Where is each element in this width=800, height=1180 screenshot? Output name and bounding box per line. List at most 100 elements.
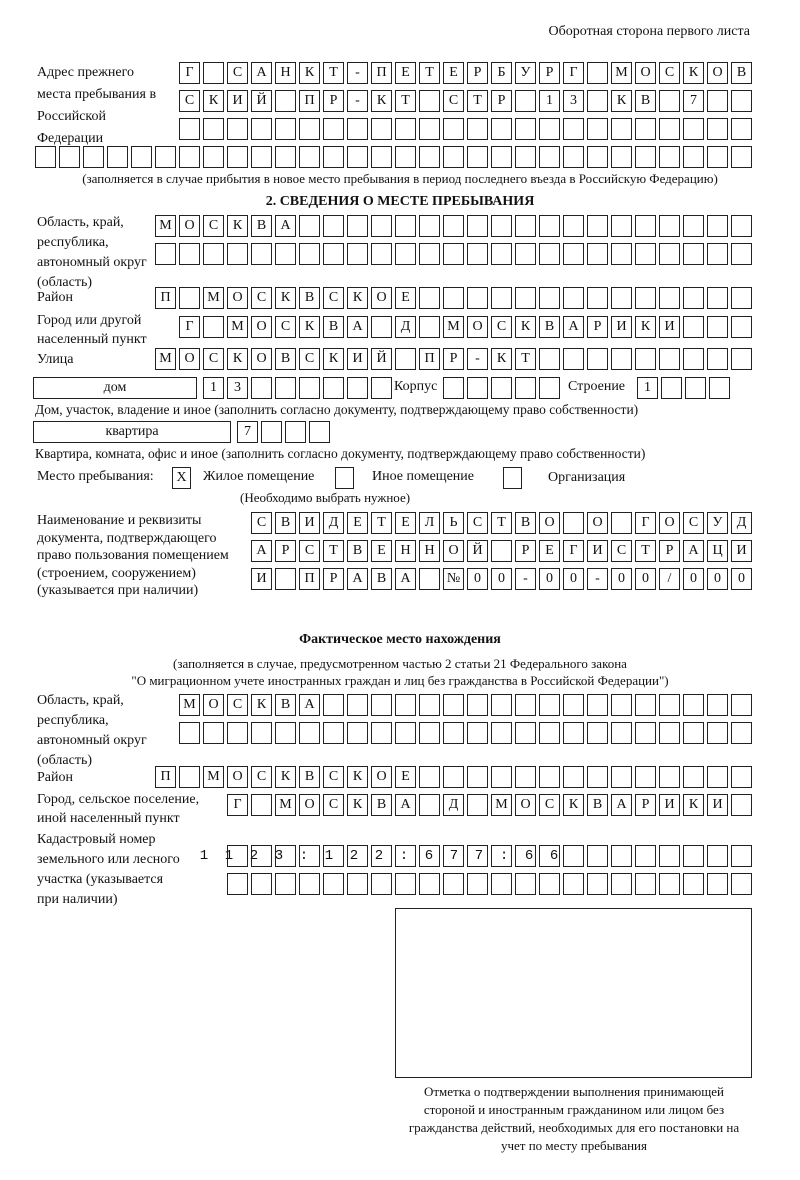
char-cell[interactable]: Р bbox=[323, 568, 344, 590]
char-cell[interactable]: 7 bbox=[237, 421, 258, 443]
char-cell[interactable]: И bbox=[251, 568, 272, 590]
char-cell[interactable]: О bbox=[371, 766, 392, 788]
char-cell[interactable] bbox=[347, 118, 368, 140]
char-cell[interactable]: К bbox=[203, 90, 224, 112]
char-cell[interactable] bbox=[467, 146, 488, 168]
char-cell[interactable] bbox=[563, 722, 584, 744]
cadastral-row-2[interactable] bbox=[227, 873, 752, 895]
char-cell[interactable] bbox=[611, 215, 632, 237]
char-cell[interactable]: 3 bbox=[227, 377, 248, 399]
char-cell[interactable]: П bbox=[155, 287, 176, 309]
char-cell[interactable] bbox=[491, 287, 512, 309]
char-cell[interactable] bbox=[731, 287, 752, 309]
char-cell[interactable] bbox=[467, 845, 488, 867]
char-cell[interactable]: П bbox=[371, 62, 392, 84]
apt-cells[interactable]: 7 bbox=[237, 421, 330, 443]
char-cell[interactable] bbox=[419, 694, 440, 716]
char-cell[interactable]: А bbox=[251, 540, 272, 562]
char-cell[interactable] bbox=[635, 873, 656, 895]
char-cell[interactable] bbox=[419, 316, 440, 338]
char-cell[interactable]: Е bbox=[395, 766, 416, 788]
char-cell[interactable] bbox=[395, 243, 416, 265]
char-cell[interactable]: 0 bbox=[563, 568, 584, 590]
char-cell[interactable]: Р bbox=[515, 540, 536, 562]
char-cell[interactable]: М bbox=[203, 287, 224, 309]
char-cell[interactable] bbox=[707, 845, 728, 867]
char-cell[interactable]: 0 bbox=[635, 568, 656, 590]
char-cell[interactable] bbox=[155, 243, 176, 265]
char-cell[interactable] bbox=[323, 845, 344, 867]
char-cell[interactable] bbox=[443, 243, 464, 265]
char-cell[interactable] bbox=[635, 146, 656, 168]
char-cell[interactable] bbox=[611, 722, 632, 744]
char-cell[interactable] bbox=[515, 118, 536, 140]
char-cell[interactable]: Г bbox=[227, 794, 248, 816]
char-cell[interactable] bbox=[563, 512, 584, 534]
char-cell[interactable] bbox=[611, 694, 632, 716]
char-cell[interactable] bbox=[203, 722, 224, 744]
char-cell[interactable]: О bbox=[515, 794, 536, 816]
char-cell[interactable] bbox=[419, 568, 440, 590]
char-cell[interactable]: Е bbox=[395, 512, 416, 534]
char-cell[interactable]: О bbox=[539, 512, 560, 534]
char-cell[interactable] bbox=[467, 243, 488, 265]
char-cell[interactable] bbox=[707, 118, 728, 140]
char-cell[interactable] bbox=[275, 243, 296, 265]
char-cell[interactable] bbox=[611, 873, 632, 895]
char-cell[interactable]: К bbox=[611, 90, 632, 112]
char-cell[interactable] bbox=[587, 287, 608, 309]
char-cell[interactable]: В bbox=[371, 568, 392, 590]
char-cell[interactable] bbox=[395, 845, 416, 867]
char-cell[interactable]: К bbox=[299, 62, 320, 84]
prev-address-row-3[interactable] bbox=[179, 118, 752, 140]
char-cell[interactable]: С bbox=[299, 540, 320, 562]
char-cell[interactable]: Й bbox=[251, 90, 272, 112]
char-cell[interactable] bbox=[611, 287, 632, 309]
char-cell[interactable]: И bbox=[587, 540, 608, 562]
char-cell[interactable]: - bbox=[347, 90, 368, 112]
char-cell[interactable] bbox=[539, 722, 560, 744]
char-cell[interactable] bbox=[251, 722, 272, 744]
char-cell[interactable]: О bbox=[659, 512, 680, 534]
char-cell[interactable] bbox=[419, 794, 440, 816]
prev-address-row-4[interactable] bbox=[35, 146, 752, 168]
char-cell[interactable]: К bbox=[563, 794, 584, 816]
char-cell[interactable] bbox=[635, 722, 656, 744]
char-cell[interactable] bbox=[347, 215, 368, 237]
char-cell[interactable]: Б bbox=[491, 62, 512, 84]
char-cell[interactable] bbox=[659, 118, 680, 140]
char-cell[interactable]: С bbox=[323, 794, 344, 816]
char-cell[interactable] bbox=[587, 243, 608, 265]
char-cell[interactable] bbox=[707, 873, 728, 895]
char-cell[interactable]: К bbox=[515, 316, 536, 338]
char-cell[interactable]: С bbox=[227, 694, 248, 716]
actual-region-row-2[interactable] bbox=[179, 722, 752, 744]
char-cell[interactable] bbox=[659, 873, 680, 895]
char-cell[interactable] bbox=[515, 722, 536, 744]
char-cell[interactable] bbox=[635, 118, 656, 140]
char-cell[interactable]: К bbox=[275, 766, 296, 788]
char-cell[interactable]: И bbox=[611, 316, 632, 338]
char-cell[interactable]: С bbox=[251, 287, 272, 309]
char-cell[interactable] bbox=[299, 377, 320, 399]
char-cell[interactable] bbox=[395, 348, 416, 370]
char-cell[interactable] bbox=[347, 873, 368, 895]
char-cell[interactable]: М bbox=[491, 794, 512, 816]
char-cell[interactable]: Д bbox=[395, 316, 416, 338]
char-cell[interactable]: О bbox=[251, 316, 272, 338]
char-cell[interactable]: М bbox=[611, 62, 632, 84]
char-cell[interactable]: Е bbox=[539, 540, 560, 562]
char-cell[interactable] bbox=[419, 722, 440, 744]
char-cell[interactable] bbox=[491, 722, 512, 744]
char-cell[interactable]: К bbox=[299, 316, 320, 338]
char-cell[interactable] bbox=[275, 873, 296, 895]
char-cell[interactable]: В bbox=[539, 316, 560, 338]
char-cell[interactable] bbox=[275, 377, 296, 399]
char-cell[interactable] bbox=[587, 215, 608, 237]
char-cell[interactable] bbox=[347, 243, 368, 265]
char-cell[interactable]: Е bbox=[371, 540, 392, 562]
char-cell[interactable] bbox=[659, 694, 680, 716]
char-cell[interactable] bbox=[179, 722, 200, 744]
char-cell[interactable] bbox=[611, 118, 632, 140]
char-cell[interactable] bbox=[707, 722, 728, 744]
